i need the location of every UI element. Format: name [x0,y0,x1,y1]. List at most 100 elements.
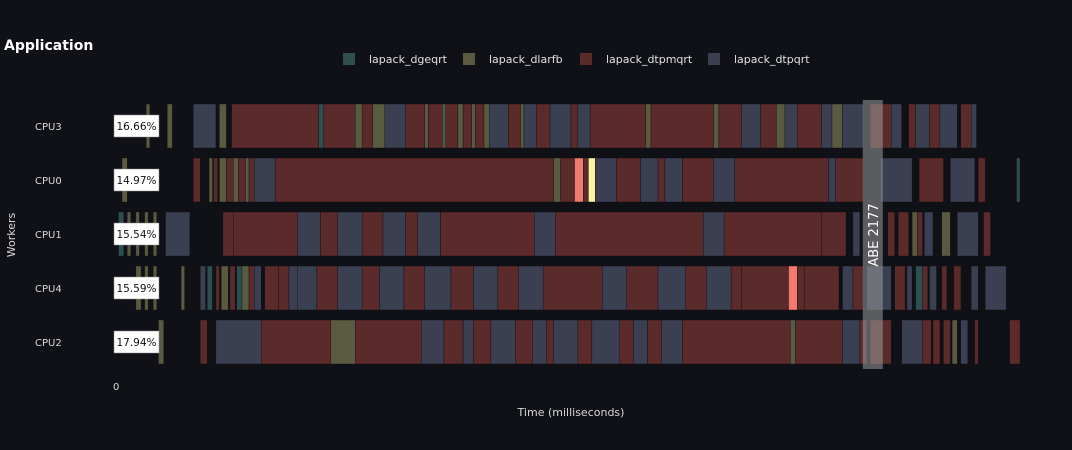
task-bar-dtpmqrt [887,211,895,257]
task-bar-dlarfb [219,157,227,203]
task-bar-dtpmqrt [560,157,575,203]
task-bar-dtpqrt [253,265,262,311]
worker-label: CPU4 [35,284,62,295]
task-bar-dtpmqrt [797,265,805,311]
task-bar-dlarfb [424,103,429,149]
task-bar-dtpmqrt [917,211,923,257]
task-bar-dtpmqrt [200,319,208,365]
task-bar-dtpqrt [971,103,977,149]
task-bar-dtpmqrt [941,265,948,311]
task-bar-dtpqrt [518,265,544,311]
task-bar-dgeqrt [318,103,325,149]
utilization-box [113,276,160,300]
task-bar-dtpmqrt [445,103,459,149]
task-bar-dtpmqrt [804,265,840,311]
task-bar-dlarfb [483,103,490,149]
task-bar-dtpmqrt [760,103,777,149]
task-bar-dtpqrt [821,103,833,149]
legend-swatch [580,53,592,65]
task-bar-dtpmqrt [536,103,551,149]
task-bar-dlarfb [457,103,464,149]
worker-row-cpu1: CPU1 15.54% [35,211,991,257]
task-bar-dtpmqrt [320,211,338,257]
utilization-box [113,222,160,246]
task-bar-dtpmqrt [583,157,589,203]
legend-swatch [343,53,355,65]
task-bar-dtpmqrt [361,265,380,311]
worker-label: CPU2 [35,338,62,349]
task-bar-dtpqrt [741,103,761,149]
chart-title: Application [4,38,93,54]
task-bar-dtpqrt [957,211,979,257]
task-bar-dlarfb [645,103,652,149]
task-bar-dtpmqrt [542,265,603,311]
task-bar-dtpmqrt [316,265,338,311]
task-bar-dtpmqrt [922,265,928,311]
worker-label: CPU3 [35,122,62,133]
task-bar-dtpqrt [891,103,902,149]
legend-label: lapack_dgeqrt [369,53,448,66]
task-bar-dtpmqrt [894,265,906,311]
task-bar-dtpqrt [828,157,836,203]
legend-swatch [463,53,475,65]
task-bar-dlarfb [166,103,173,149]
task-bar-dlarfb [233,157,239,203]
task-bar-dtpmqrt [274,157,554,203]
task-bar-dtpmqrt [405,103,425,149]
task-bar-dtpmqrt [835,157,864,203]
task-bar-dtpmqrt [248,265,255,311]
task-bar-dtpmqrt [226,157,234,203]
task-bar-dtpmqrt [222,211,234,257]
task-bar-dtpmqrt [960,103,972,149]
task-bar-dtpqrt [490,319,516,365]
task-bar-dtpqrt [577,103,591,149]
task-bar-dtpqrt [549,103,572,149]
task-bar-dtpmqrt [734,157,829,203]
task-bar-dtpmqrt [657,157,666,203]
y-axis-label: Workers [5,212,18,257]
worker-row-cpu4: CPU4 15.59% [35,265,1007,311]
task-bar-dtpmqrt [647,319,662,365]
legend-label: lapack_dtpmqrt [606,53,693,66]
task-bar-dtpmqrt [616,157,641,203]
task-bar-dtpqrt [633,319,648,365]
task-bar-dlarfb [245,157,250,203]
task-bar-dtpmqrt [730,265,742,311]
task-bar-dtpqrt [297,265,318,311]
worker-row-cpu2: CPU2 17.94% [35,319,1021,365]
task-bar-dtpqrt [703,211,725,257]
task-bar-dtpqrt [337,211,363,257]
task-bar-dtpqrt [165,211,191,257]
task-bar-dlarfb [355,103,363,149]
task-bar-dtpmqrt [546,319,554,365]
task-bar-warm [588,157,596,203]
task-bar-dtpmqrt [718,103,742,149]
task-bar-dtpmqrt [233,211,298,257]
task-bar-dtpmqrt [261,319,332,365]
task-bar-dtpqrt [288,265,298,311]
utilization-label: 16.66% [116,121,156,133]
worker-label: CPU1 [35,230,62,241]
legend-label: lapack_dtpqrt [734,53,810,66]
task-bar-dtpmqrt [953,265,962,311]
legend-swatch [708,53,720,65]
task-bar-dtpqrt [384,103,406,149]
task-bar-dtpmqrt [685,265,707,311]
task-bar-dtpmqrt [555,211,704,257]
utilization-box [113,330,160,354]
task-bar-dtpmqrt [682,319,791,365]
task-bar-dgeqrt [1016,157,1021,203]
task-bar-dtpqrt [924,211,934,257]
task-bar-dtpmqrt [795,319,843,365]
task-bar-dtpqrt [462,319,474,365]
task-bar-dgeqrt [206,265,213,311]
task-bar-dtpqrt [939,103,958,149]
task-bar-dtpmqrt [908,103,916,149]
task-bar-dtpmqrt [462,103,473,149]
task-bar-dtpmqrt [355,319,422,365]
task-bar-dtpmqrt [428,103,443,149]
task-bar-dtpmqrt [570,103,579,149]
worker-row-cpu0: CPU0 14.97% [35,157,1021,203]
task-bar-dtpqrt [534,211,556,257]
